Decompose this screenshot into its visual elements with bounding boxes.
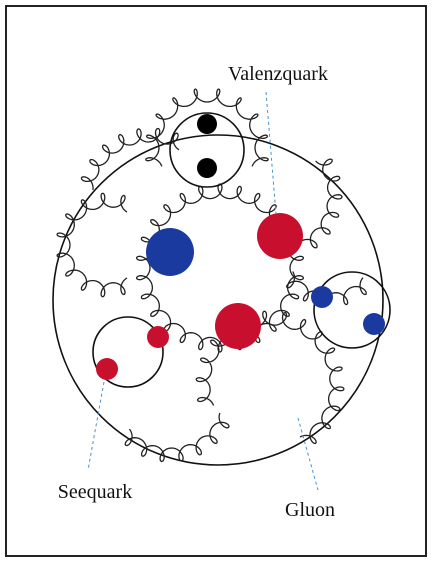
sea-quark [147,326,169,348]
sea-quark [197,114,217,134]
sea-quark [197,158,217,178]
sea-quark [363,313,385,335]
sea-quark [96,358,118,380]
gluon-label: Gluon [285,499,335,521]
valence-quark [257,213,303,259]
frame [6,6,426,556]
valence-quark [146,228,194,276]
sea-quark-label: Seequark [58,481,132,503]
valence-quark [215,303,261,349]
sea-quark [311,286,333,308]
diagram: Valenzquark Seequark Gluon [0,0,433,562]
valence-quark-label: Valenzquark [228,63,328,85]
